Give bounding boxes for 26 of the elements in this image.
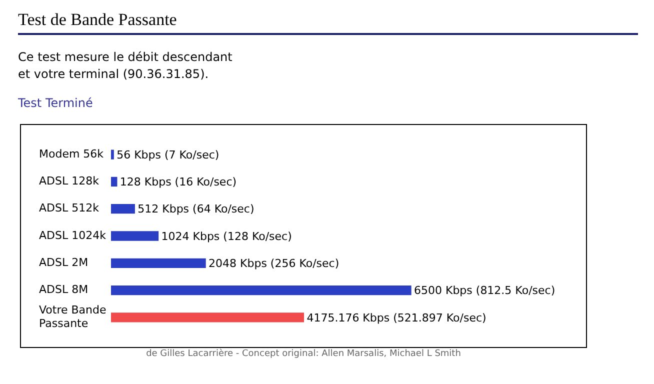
- y-tick-label: Modem 56k: [39, 147, 104, 160]
- text: et votre terminal (90.36.31.85).: [18, 66, 210, 83]
- bar: [111, 231, 159, 241]
- y-tick-label: ADSL 512k: [39, 202, 100, 215]
- data-label: 2048 Kbps (256 Ko/sec): [208, 257, 340, 270]
- data-label: 4175.176 Kbps (521.897 Ko/sec): [306, 311, 486, 324]
- y-tick-label: ADSL 2M: [39, 256, 88, 269]
- data-label: 6500 Kbps (812.5 Ko/sec): [414, 284, 556, 298]
- bar: [111, 285, 412, 296]
- y-tick-label: Votre Bande Passante: [39, 304, 106, 330]
- text: Test Terminé: [18, 96, 94, 110]
- bar: [111, 176, 118, 187]
- data-label: 512 Kbps (64 Ko/sec): [138, 202, 254, 216]
- y-tick-label: ADSL 128k: [39, 174, 100, 188]
- y-tick-label: ADSL 1024k: [39, 228, 107, 242]
- chart-subtitle: Ce test mesure le débit descendant: [18, 49, 234, 66]
- bar: [111, 312, 304, 322]
- data-label: 1024 Kbps (128 Ko/sec): [161, 230, 292, 243]
- y-tick-label: ADSL 8M: [39, 283, 88, 296]
- bar: [111, 150, 114, 160]
- chart-title: Test de Bande Passante: [18, 10, 638, 35]
- bar: [111, 204, 135, 214]
- bar: [111, 258, 206, 268]
- data-label: 56 Kbps (7 Ko/sec): [116, 148, 220, 162]
- text: de Gilles Lacarrière - Concept original: Allen Marsalis, Michael L Smith: [145, 349, 462, 359]
- data-label: 128 Kbps (16 Ko/sec): [120, 176, 237, 189]
